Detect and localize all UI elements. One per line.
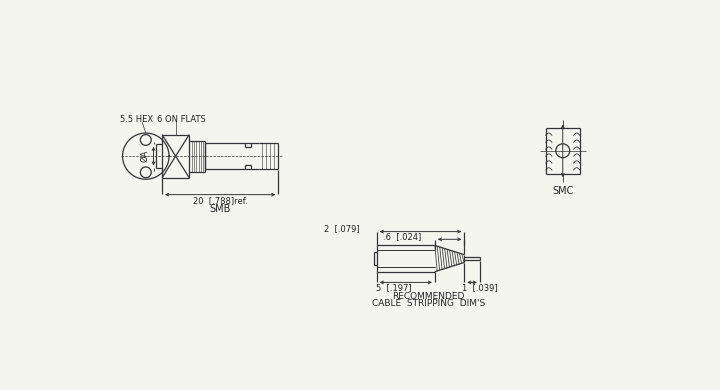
Text: 20  [.788]ref.: 20 [.788]ref. xyxy=(193,196,248,205)
Text: SMB: SMB xyxy=(210,204,231,213)
Text: ØA: ØA xyxy=(140,150,150,162)
Text: 5.5 HEX: 5.5 HEX xyxy=(120,115,153,124)
Text: .6  [.024]: .6 [.024] xyxy=(382,232,421,241)
Text: RECOMMENDED: RECOMMENDED xyxy=(392,292,464,301)
Text: CABLE  STRIPPING  DIM'S: CABLE STRIPPING DIM'S xyxy=(372,300,485,308)
Text: 6 ON FLATS: 6 ON FLATS xyxy=(158,115,206,124)
Text: 1  [.039]: 1 [.039] xyxy=(462,283,498,292)
Text: SMC: SMC xyxy=(552,186,573,196)
Text: 5  [.197]: 5 [.197] xyxy=(377,283,412,292)
Text: 2  [.079]: 2 [.079] xyxy=(324,224,360,233)
